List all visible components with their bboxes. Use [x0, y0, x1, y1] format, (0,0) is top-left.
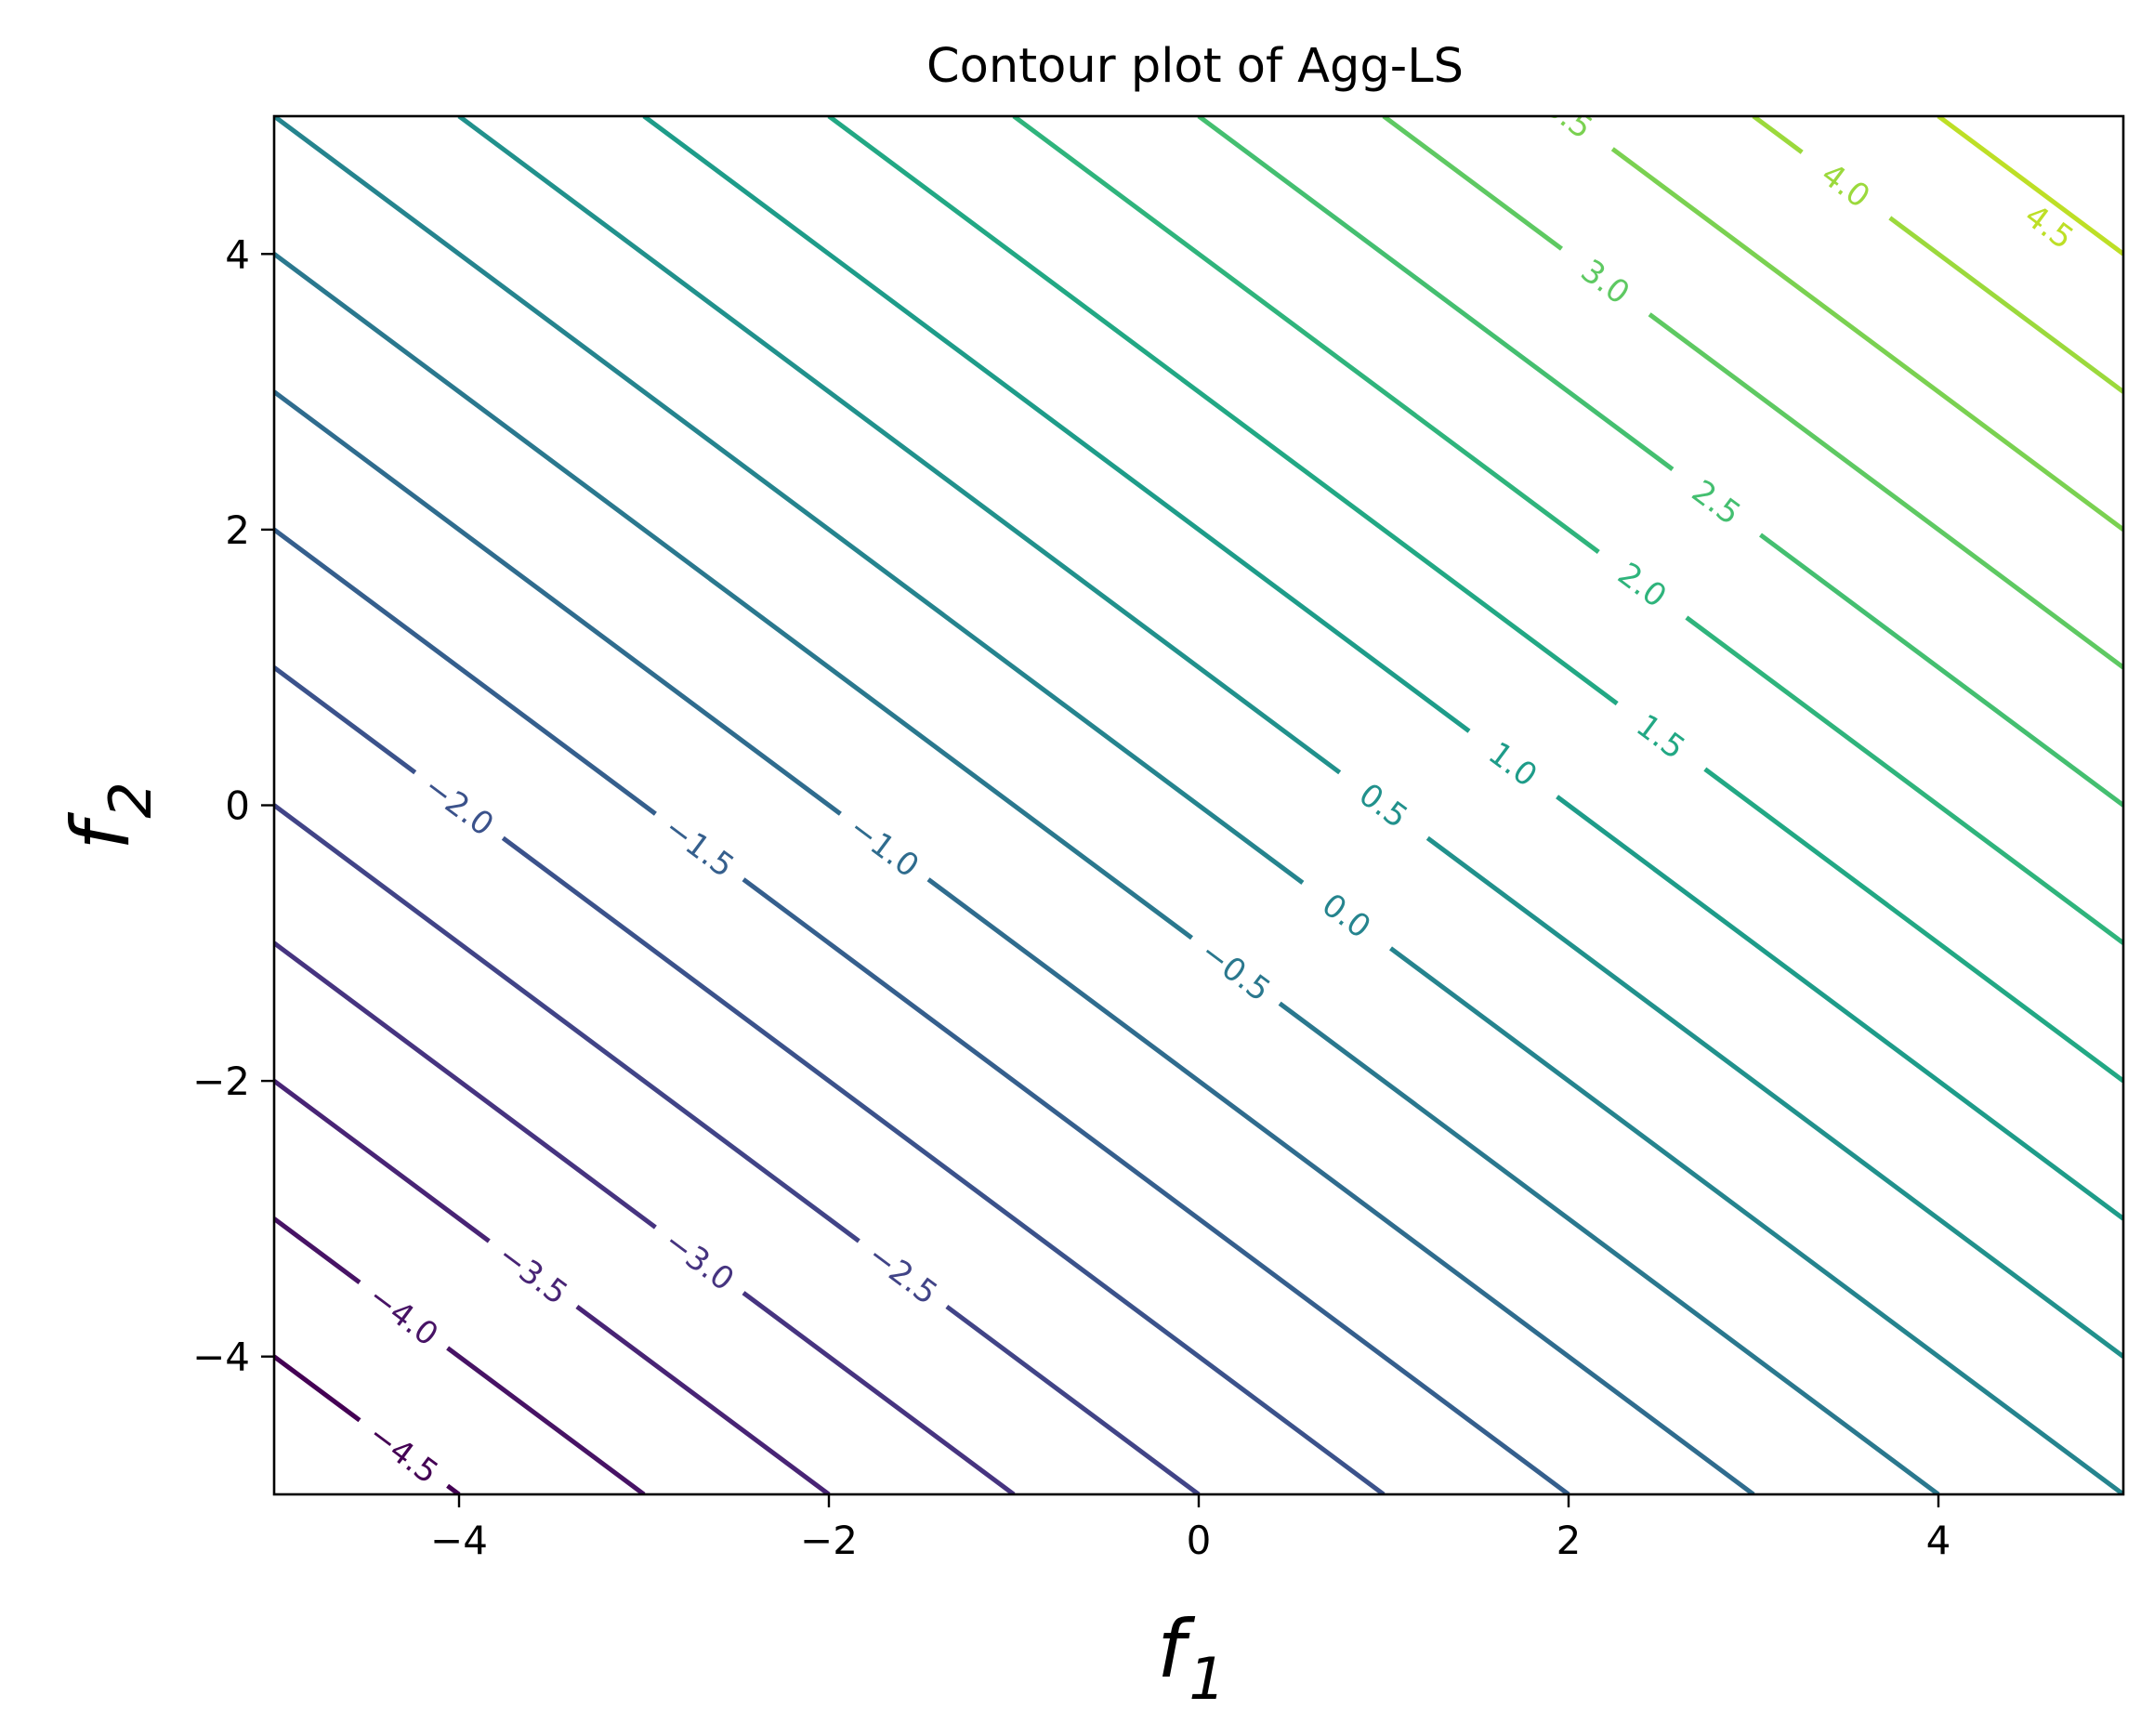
contour-label-gap	[648, 803, 752, 890]
contour-line	[274, 1217, 646, 1494]
contour-label-gap	[1461, 720, 1565, 808]
contour-line	[827, 116, 2123, 1084]
contour-label-gap	[833, 803, 937, 890]
contour-line	[457, 116, 2123, 1359]
contour-label-gap	[351, 1271, 455, 1359]
y-axis: −4 −2 0 2 4	[192, 231, 274, 1380]
contour-line	[1197, 116, 2123, 808]
y-tick-label: −2	[192, 1059, 250, 1104]
contour-label-gap	[1664, 458, 1768, 546]
contour-label-gap	[1294, 872, 1399, 959]
y-tick-label: −4	[192, 1335, 250, 1380]
contour-line	[274, 803, 1201, 1494]
x-tick-label: −4	[430, 1518, 488, 1563]
contour-line	[274, 389, 1755, 1494]
x-tick-label: 0	[1187, 1518, 1212, 1563]
y-tick-label: 2	[225, 507, 250, 553]
contour-line	[1567, 116, 2123, 532]
contour-label-gap	[648, 1217, 752, 1304]
contour-line	[274, 116, 2123, 1494]
contour-line	[1012, 116, 2123, 945]
x-tick-label: 4	[1926, 1518, 1951, 1563]
contour-label-gap	[1517, 116, 1621, 160]
contour-label-gap	[1590, 541, 1695, 628]
contour-label-gap	[351, 1410, 455, 1494]
contour-line	[274, 252, 1940, 1494]
x-tick-label: 2	[1556, 1518, 1582, 1563]
contour-line	[274, 527, 1570, 1494]
x-axis: −4 −2 0 2 4	[430, 1494, 1950, 1563]
contour-label-gap	[1554, 238, 1658, 325]
contour-label-gap	[1997, 183, 2102, 270]
x-tick-label: −2	[800, 1518, 858, 1563]
contour-label-gap	[850, 1230, 955, 1318]
contour-line	[1382, 116, 2123, 670]
y-tick-label: 0	[225, 783, 250, 829]
contour-label-gap	[1793, 141, 1898, 229]
contour-line	[1937, 116, 2123, 256]
contour-label-gap	[480, 1230, 585, 1318]
y-tick-label: 4	[225, 231, 250, 277]
contour-line	[642, 116, 2123, 1221]
x-axis-label-subscript: 1	[1189, 1645, 1225, 1713]
y-axis-label-subscript: 2	[97, 782, 164, 818]
contour-label-gap	[407, 762, 511, 848]
contour-label-gap	[1332, 762, 1436, 848]
chart-title: Contour plot of Agg-LS	[926, 39, 1464, 94]
contour-label-gap	[1184, 927, 1288, 1014]
contour-label-gap	[1609, 692, 1714, 780]
contour-line	[274, 940, 1016, 1494]
